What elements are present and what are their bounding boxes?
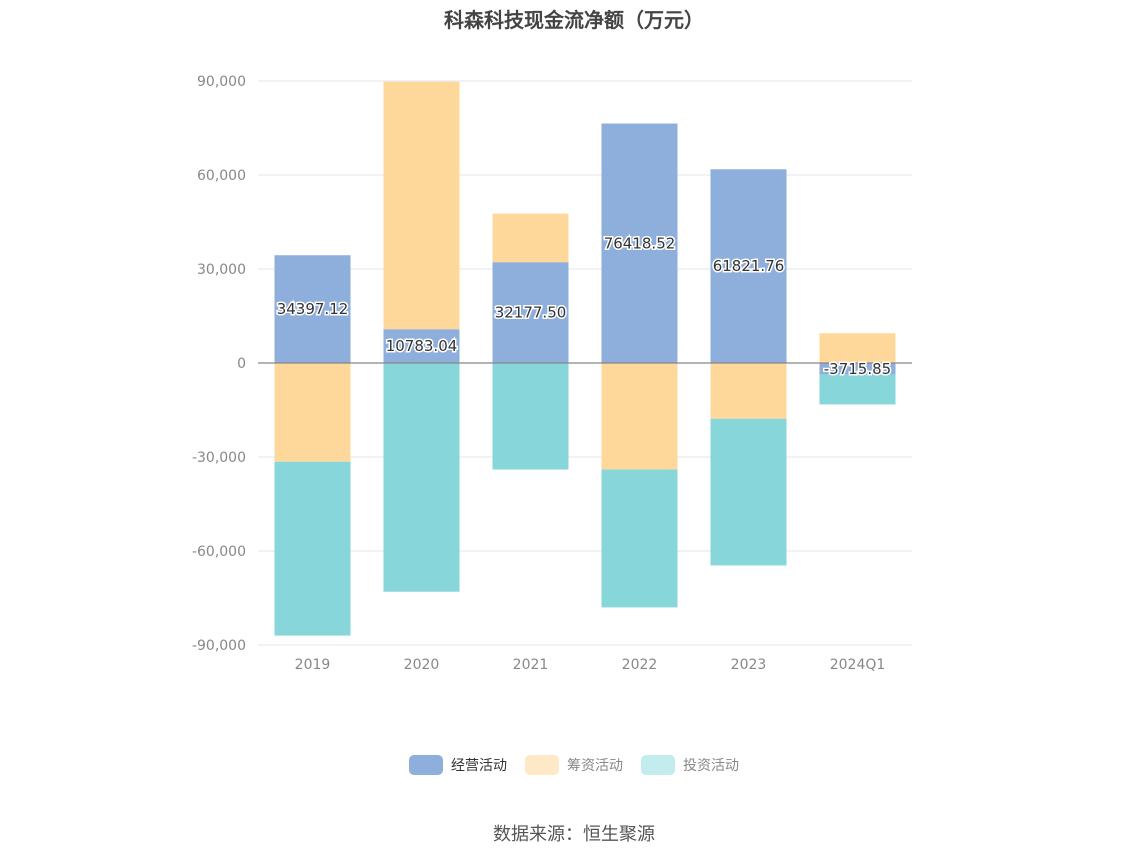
bar-operating (819, 363, 896, 375)
bar-investing (274, 461, 351, 636)
legend-item-operating[interactable]: 经营活动 (409, 755, 507, 775)
cash-flow-chart: 90,000 60,000 30,000 0 -30,000 -60,000 -90,000… (192, 74, 912, 673)
x-tick-label: 2023 (731, 657, 767, 673)
legend-label-operating: 经营活动 (451, 758, 507, 774)
y-tick-label: -30,000 (192, 450, 246, 466)
bar-financing (492, 213, 569, 263)
legend-label-investing: 投资活动 (683, 758, 739, 774)
y-tick-label: -90,000 (192, 638, 246, 654)
legend-item-financing[interactable]: 筹资活动 (525, 755, 623, 775)
data-label: 76418.52 (604, 234, 676, 252)
chart-title: 科森科技现金流净额（万元） (444, 8, 704, 32)
bar-financing (274, 363, 351, 462)
legend-swatch-financing (525, 755, 559, 775)
data-label: 61821.76 (713, 257, 785, 275)
data-label: -3715.85 (824, 360, 891, 378)
data-label: 10783.04 (386, 337, 458, 355)
x-tick-label: 2022 (622, 657, 658, 673)
legend-swatch-investing (641, 755, 675, 775)
bar-investing (492, 363, 569, 470)
bar-operating (710, 169, 787, 363)
y-tick-label: -60,000 (192, 544, 246, 560)
bar-investing (819, 374, 896, 405)
legend-item-investing[interactable]: 投资活动 (641, 755, 739, 775)
data-source-note: 数据来源：恒生聚源 (493, 824, 655, 845)
y-tick-label: 0 (237, 356, 246, 372)
bar-investing (601, 469, 678, 608)
bar-financing (601, 363, 678, 470)
y-tick-label: 90,000 (197, 74, 246, 90)
data-label: 32177.50 (495, 304, 567, 322)
bar-financing (383, 81, 460, 330)
bar-operating (601, 123, 678, 364)
chart-legend: 经营活动 筹资活动 投资活动 (0, 755, 1148, 775)
bar-financing (819, 333, 896, 363)
data-label: 34397.12 (277, 300, 349, 318)
bar-financing (710, 363, 787, 419)
x-tick-label: 2021 (513, 657, 549, 673)
legend-swatch-operating (409, 755, 443, 775)
y-tick-label: 60,000 (197, 168, 246, 184)
x-tick-label: 2019 (295, 657, 331, 673)
bar-investing (383, 363, 460, 592)
bar-investing (710, 418, 787, 566)
bar-operating (274, 255, 351, 363)
x-tick-label: 2024Q1 (830, 657, 886, 673)
bar-operating (383, 329, 460, 363)
y-tick-label: 30,000 (197, 262, 246, 278)
legend-label-financing: 筹资活动 (567, 758, 623, 774)
bar-operating (492, 262, 569, 363)
x-tick-label: 2020 (404, 657, 440, 673)
